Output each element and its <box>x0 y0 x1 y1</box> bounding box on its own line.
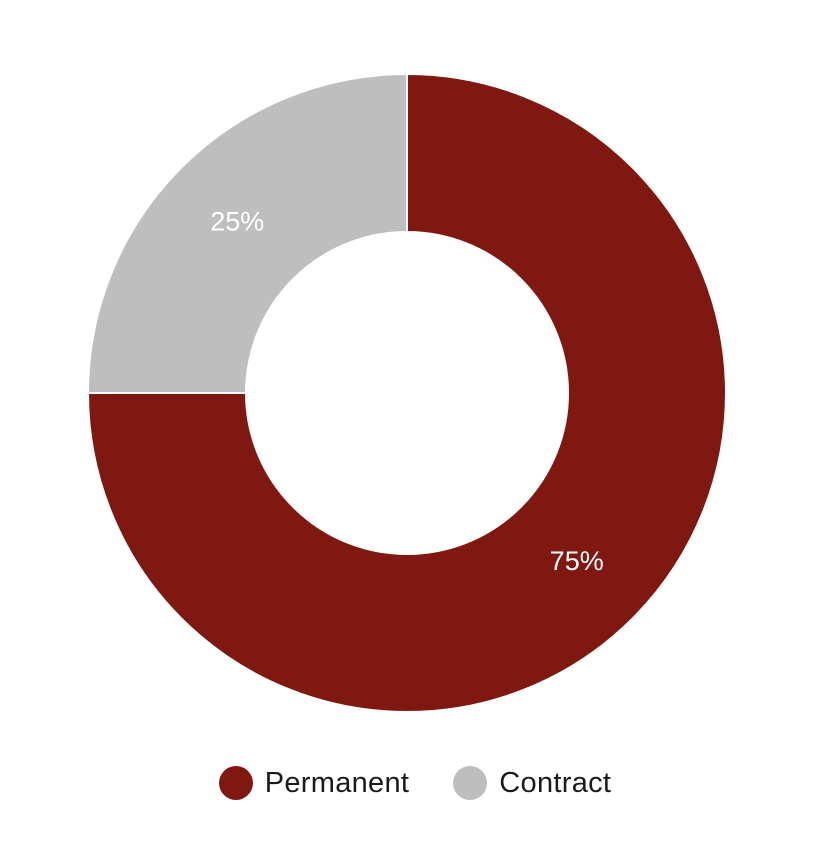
data-label-contract: 25% <box>210 206 264 236</box>
slices-layer <box>86 72 727 713</box>
legend-swatch-permanent <box>218 766 253 800</box>
data-label-permanent: 75% <box>550 546 604 576</box>
legend-item-permanent[interactable]: Permanent <box>218 766 410 800</box>
legend-label-contract: Contract <box>499 766 612 799</box>
legend: Permanent Contract <box>0 758 830 808</box>
slice-permanent[interactable] <box>86 72 727 713</box>
data-labels-layer: 75% 25% <box>210 206 603 575</box>
legend-label-permanent: Permanent <box>264 766 410 799</box>
legend-item-contract[interactable]: Contract <box>453 766 611 800</box>
legend-swatch-contract <box>453 766 488 800</box>
slice-contract[interactable] <box>86 72 408 394</box>
